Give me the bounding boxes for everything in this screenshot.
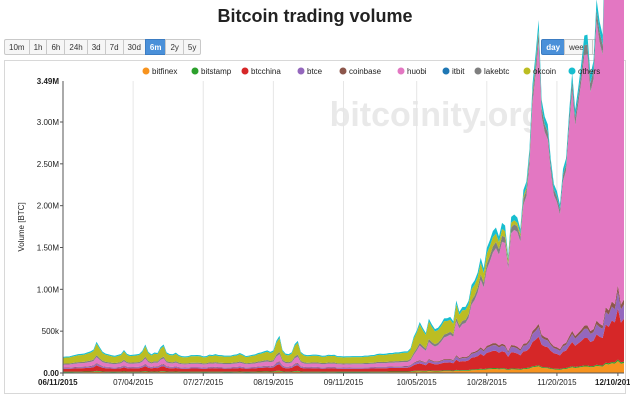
legend-marker-itbit [442,67,450,75]
x-tick-label: 09/11/2015 [324,378,364,387]
legend-item-coinbase[interactable]: coinbase [349,67,382,76]
legend-item-okcoin[interactable]: okcoin [533,67,556,76]
legend-item-btcchina[interactable]: btcchina [251,67,281,76]
legend-item-bitfinex[interactable]: bitfinex [152,67,177,76]
legend-marker-others [568,67,576,75]
chart-frame [4,60,626,394]
x-tick-label: 07/04/2015 [113,378,154,387]
y-axis-title: Volume [BTC] [17,202,26,251]
x-tick-label: 07/27/2015 [183,378,224,387]
x-tick-label: 11/20/2015 [537,378,577,387]
y-tick-label: 1.00M [37,285,60,294]
legend-marker-bitfinex [142,67,150,75]
time-range-buttons: 10m 1h 6h 24h 3d 7d 30d 6m 2y 5y [4,39,202,55]
legend-item-lakebtc[interactable]: lakebtc [484,67,509,76]
y-tick-label: 3.00M [37,118,60,127]
x-tick-label: 12/10/2015 [595,378,630,387]
legend-marker-okcoin [523,67,531,75]
range_buttons-button-10m[interactable]: 10m [4,39,30,55]
series-area-bitstamp [63,359,624,373]
legend-marker-btce [297,67,305,75]
legend-item-bitstamp[interactable]: bitstamp [201,67,232,76]
y-tick-label: 500k [42,327,60,336]
y-tick-label: 2.50M [37,160,60,169]
legend-marker-coinbase [339,67,347,75]
range_buttons-button-1h[interactable]: 1h [28,39,48,55]
series-area-huobi [63,0,624,368]
range_buttons-button-6h[interactable]: 6h [46,39,66,55]
series-area-bitfinex [63,361,624,373]
legend-item-huobi[interactable]: huobi [407,67,427,76]
y-tick-label: 0.00 [43,369,59,378]
series-area-btcchina [63,308,624,372]
range_buttons-button-3d[interactable]: 3d [86,39,106,55]
legend-item-btce[interactable]: btce [307,67,323,76]
chart-title: Bitcoin trading volume [217,6,413,26]
y-max-label: 3.49M [37,77,60,86]
y-tick-label: 2.00M [37,202,60,211]
x-tick-label: 08/19/2015 [253,378,294,387]
y-tick-label: 1.50M [37,243,60,252]
legend-item-itbit[interactable]: itbit [452,67,465,76]
legend-marker-huobi [397,67,405,75]
x-tick-label: 10/28/2015 [467,378,508,387]
legend-marker-lakebtc [474,67,482,75]
x-tick-label: 06/11/2015 [38,378,78,387]
legend-item-others[interactable]: others [578,67,600,76]
watermark: bitcoinity.org [330,96,543,134]
x-tick-label: 10/05/2015 [397,378,438,387]
legend-marker-btcchina [241,67,249,75]
range_buttons-button-5y[interactable]: 5y [182,39,202,55]
legend-marker-bitstamp [191,67,199,75]
